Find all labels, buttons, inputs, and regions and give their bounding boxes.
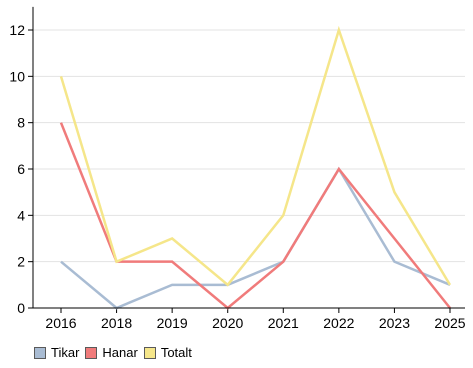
- legend-label-totalt: Totalt: [160, 345, 192, 360]
- x-tick-label: 2019: [157, 315, 188, 331]
- y-tick-label: 2: [17, 254, 25, 270]
- series-line-hanar: [59, 122, 451, 310]
- series-lines: [59, 25, 452, 310]
- x-tick-label: 2020: [212, 315, 243, 331]
- legend: Tikar Hanar Totalt: [34, 345, 198, 360]
- series-line-totalt: [59, 25, 452, 287]
- legend-item-tikar: Tikar: [34, 345, 79, 360]
- legend-label-tikar: Tikar: [51, 345, 80, 360]
- x-tick-label: 2018: [101, 315, 132, 331]
- grid-lines: [33, 29, 465, 263]
- y-tick-label: 6: [17, 161, 25, 177]
- x-tick-label: 2016: [45, 315, 76, 331]
- y-tick-label: 12: [9, 22, 25, 38]
- legend-swatch-hanar: [85, 346, 98, 359]
- y-tick-label: 8: [17, 115, 25, 131]
- x-tick-label: 2021: [268, 315, 299, 331]
- legend-swatch-tikar: [34, 346, 46, 359]
- x-axis-ticks: 2016 2018 2019 2020 2021 2022 2023 2025: [45, 308, 466, 331]
- y-tick-label: 0: [17, 300, 25, 316]
- legend-label-hanar: Hanar: [102, 345, 138, 360]
- x-tick-label: 2023: [379, 315, 410, 331]
- x-tick-label: 2025: [434, 315, 465, 331]
- series-line-tikar: [60, 166, 451, 310]
- y-tick-label: 4: [17, 207, 25, 223]
- legend-item-hanar: Hanar: [85, 345, 138, 360]
- legend-item-totalt: Totalt: [143, 345, 192, 360]
- y-axis-ticks: 0 2 4 6 8 10 12: [9, 22, 33, 316]
- x-tick-label: 2022: [323, 315, 354, 331]
- y-tick-label: 10: [9, 68, 25, 84]
- legend-swatch-totalt: [143, 346, 156, 359]
